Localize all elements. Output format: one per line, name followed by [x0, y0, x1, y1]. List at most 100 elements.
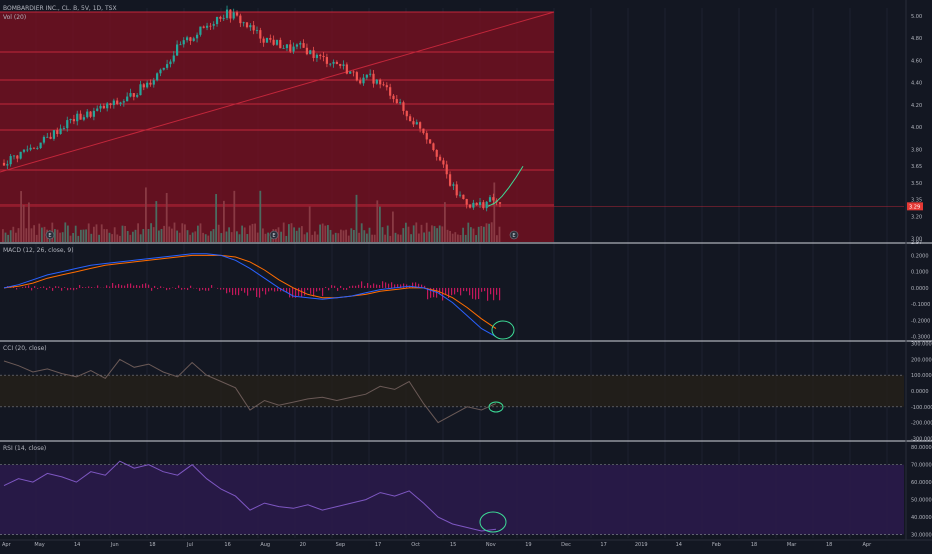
- candle-body[interactable]: [76, 114, 78, 122]
- candle-body[interactable]: [429, 139, 431, 143]
- candle-body[interactable]: [86, 112, 88, 118]
- candle-body[interactable]: [13, 156, 15, 157]
- candle-body[interactable]: [16, 156, 18, 159]
- candle-body[interactable]: [103, 106, 105, 108]
- candle-body[interactable]: [129, 93, 131, 96]
- candle-body[interactable]: [43, 137, 45, 143]
- candle-body[interactable]: [366, 75, 368, 78]
- candle-body[interactable]: [216, 17, 218, 24]
- candle-body[interactable]: [256, 30, 258, 31]
- candle-body[interactable]: [339, 64, 341, 66]
- candle-body[interactable]: [489, 197, 491, 202]
- candle-body[interactable]: [302, 43, 304, 48]
- candle-body[interactable]: [63, 128, 65, 129]
- candle-body[interactable]: [293, 47, 295, 52]
- candle-body[interactable]: [462, 195, 464, 199]
- candle-body[interactable]: [392, 96, 394, 99]
- candle-body[interactable]: [69, 119, 71, 120]
- candle-body[interactable]: [219, 17, 221, 19]
- candle-body[interactable]: [299, 43, 301, 44]
- candle-body[interactable]: [436, 150, 438, 157]
- candle-body[interactable]: [452, 184, 454, 185]
- candle-body[interactable]: [456, 184, 458, 195]
- candle-body[interactable]: [386, 85, 388, 87]
- candle-body[interactable]: [163, 68, 165, 70]
- candle-body[interactable]: [179, 44, 181, 45]
- candle-body[interactable]: [243, 22, 245, 23]
- candle-body[interactable]: [143, 84, 145, 87]
- event-marker[interactable]: E: [510, 231, 518, 239]
- candle-body[interactable]: [79, 114, 81, 120]
- candle-body[interactable]: [342, 64, 344, 65]
- candle-body[interactable]: [109, 103, 111, 105]
- candle-body[interactable]: [173, 56, 175, 62]
- candle-body[interactable]: [352, 72, 354, 73]
- candle-body[interactable]: [263, 39, 265, 43]
- candle-body[interactable]: [459, 195, 461, 196]
- candle-body[interactable]: [322, 56, 324, 57]
- candle-body[interactable]: [186, 37, 188, 40]
- candle-body[interactable]: [476, 203, 478, 205]
- candle-body[interactable]: [402, 102, 404, 111]
- candle-body[interactable]: [203, 27, 205, 28]
- candle-body[interactable]: [446, 164, 448, 174]
- candle-body[interactable]: [412, 121, 414, 124]
- candle-body[interactable]: [269, 38, 271, 40]
- candle-body[interactable]: [126, 97, 128, 102]
- candle-body[interactable]: [209, 26, 211, 27]
- candle-body[interactable]: [273, 40, 275, 45]
- candle-body[interactable]: [56, 130, 58, 134]
- candle-body[interactable]: [196, 35, 198, 39]
- event-marker[interactable]: E: [46, 231, 54, 239]
- candle-body[interactable]: [89, 112, 91, 117]
- candle-body[interactable]: [389, 87, 391, 96]
- candle-body[interactable]: [279, 40, 281, 48]
- candle-body[interactable]: [53, 130, 55, 139]
- candle-body[interactable]: [499, 202, 501, 204]
- candle-body[interactable]: [99, 106, 101, 109]
- candle-body[interactable]: [139, 84, 141, 95]
- candle-body[interactable]: [266, 38, 268, 43]
- candle-body[interactable]: [30, 148, 32, 150]
- candle-body[interactable]: [249, 25, 251, 27]
- candle-body[interactable]: [466, 199, 468, 205]
- candle-body[interactable]: [372, 74, 374, 84]
- candle-body[interactable]: [233, 12, 235, 18]
- candle-body[interactable]: [66, 120, 68, 128]
- candle-body[interactable]: [349, 72, 351, 74]
- candle-body[interactable]: [286, 44, 288, 48]
- candle-body[interactable]: [396, 99, 398, 103]
- candle-body[interactable]: [482, 202, 484, 208]
- candle-body[interactable]: [59, 129, 61, 134]
- candle-body[interactable]: [406, 111, 408, 116]
- candle-body[interactable]: [289, 44, 291, 51]
- candle-body[interactable]: [416, 122, 418, 124]
- candle-body[interactable]: [169, 62, 171, 65]
- candle-body[interactable]: [206, 26, 208, 28]
- candle-body[interactable]: [46, 137, 48, 138]
- candle-body[interactable]: [20, 152, 22, 159]
- candle-body[interactable]: [326, 57, 328, 64]
- candle-body[interactable]: [253, 25, 255, 30]
- candle-body[interactable]: [426, 133, 428, 139]
- candle-body[interactable]: [3, 163, 5, 166]
- candle-body[interactable]: [469, 205, 471, 208]
- candle-body[interactable]: [93, 111, 95, 117]
- candle-body[interactable]: [26, 150, 28, 151]
- candle-body[interactable]: [153, 80, 155, 84]
- event-marker[interactable]: E: [270, 231, 278, 239]
- candle-body[interactable]: [259, 30, 261, 38]
- candle-body[interactable]: [332, 62, 334, 64]
- candle-body[interactable]: [346, 64, 348, 73]
- candle-body[interactable]: [156, 73, 158, 80]
- candle-body[interactable]: [319, 55, 321, 56]
- candle-body[interactable]: [329, 64, 331, 65]
- candle-body[interactable]: [176, 45, 178, 56]
- candle-body[interactable]: [359, 80, 361, 83]
- candle-body[interactable]: [419, 122, 421, 128]
- candle-body[interactable]: [492, 197, 494, 200]
- candle-body[interactable]: [409, 116, 411, 121]
- candle-body[interactable]: [123, 101, 125, 102]
- candle-body[interactable]: [442, 160, 444, 164]
